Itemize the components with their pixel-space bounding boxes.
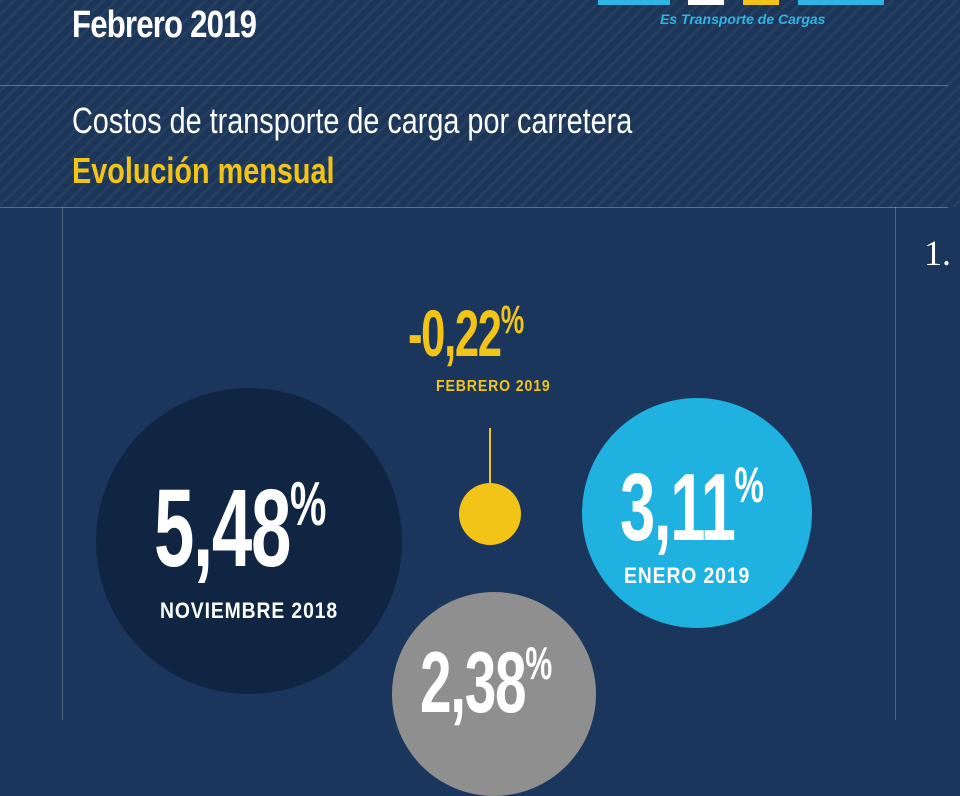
indicator-ene-2019-circle (582, 398, 812, 628)
report-title: Costos de transporte de carga por carret… (72, 100, 633, 141)
indicator-nov-2018-unit: % (290, 470, 327, 539)
logo-bar-white (688, 0, 724, 5)
indicator-dic-2018-value: 2,38% (420, 640, 552, 726)
indicator-feb-2019-unit: % (500, 298, 525, 342)
indicator-nov-2018-label: NOVIEMBRE 2018 (160, 598, 339, 623)
panel-left-border (62, 207, 63, 720)
logo-bar-blue-1 (598, 0, 670, 5)
indicator-ene-2019-number: 3,11 (620, 454, 736, 561)
indicator-feb-2019-value: -0,22% (408, 300, 524, 366)
logo-bar-blue-2 (798, 0, 884, 5)
indicator-dic-2018-number: 2,38 (420, 635, 527, 731)
report-period-title: Febrero 2019 (72, 4, 257, 46)
indicator-ene-2019-unit: % (734, 457, 764, 513)
indicator-dic-2018-unit: % (525, 637, 553, 689)
indicator-feb-2019-number: -0,22 (408, 296, 502, 370)
indicator-nov-2018-circle (96, 388, 402, 694)
header-divider-top (0, 85, 948, 86)
indicator-feb-2019-dot (459, 483, 521, 545)
logo-tagline: Es Transporte de Cargas (660, 11, 826, 27)
indicator-ene-2019-value: 3,11% (620, 460, 764, 556)
indicator-nov-2018-number: 5,48 (154, 467, 291, 590)
report-subtitle: Evolución mensual (72, 150, 335, 191)
indicator-nov-2018-value: 5,48% (154, 474, 326, 584)
panel-right-border (895, 207, 896, 720)
logo-bar-yellow (743, 0, 779, 5)
logo-color-bars (598, 0, 888, 6)
next-panel-number: 1. (924, 233, 951, 273)
header-band (0, 0, 960, 207)
indicator-feb-2019-label: FEBRERO 2019 (436, 378, 551, 395)
indicator-feb-2019-stem (489, 428, 491, 496)
indicator-ene-2019-label: ENERO 2019 (624, 563, 751, 588)
header-divider-bottom (0, 207, 948, 208)
